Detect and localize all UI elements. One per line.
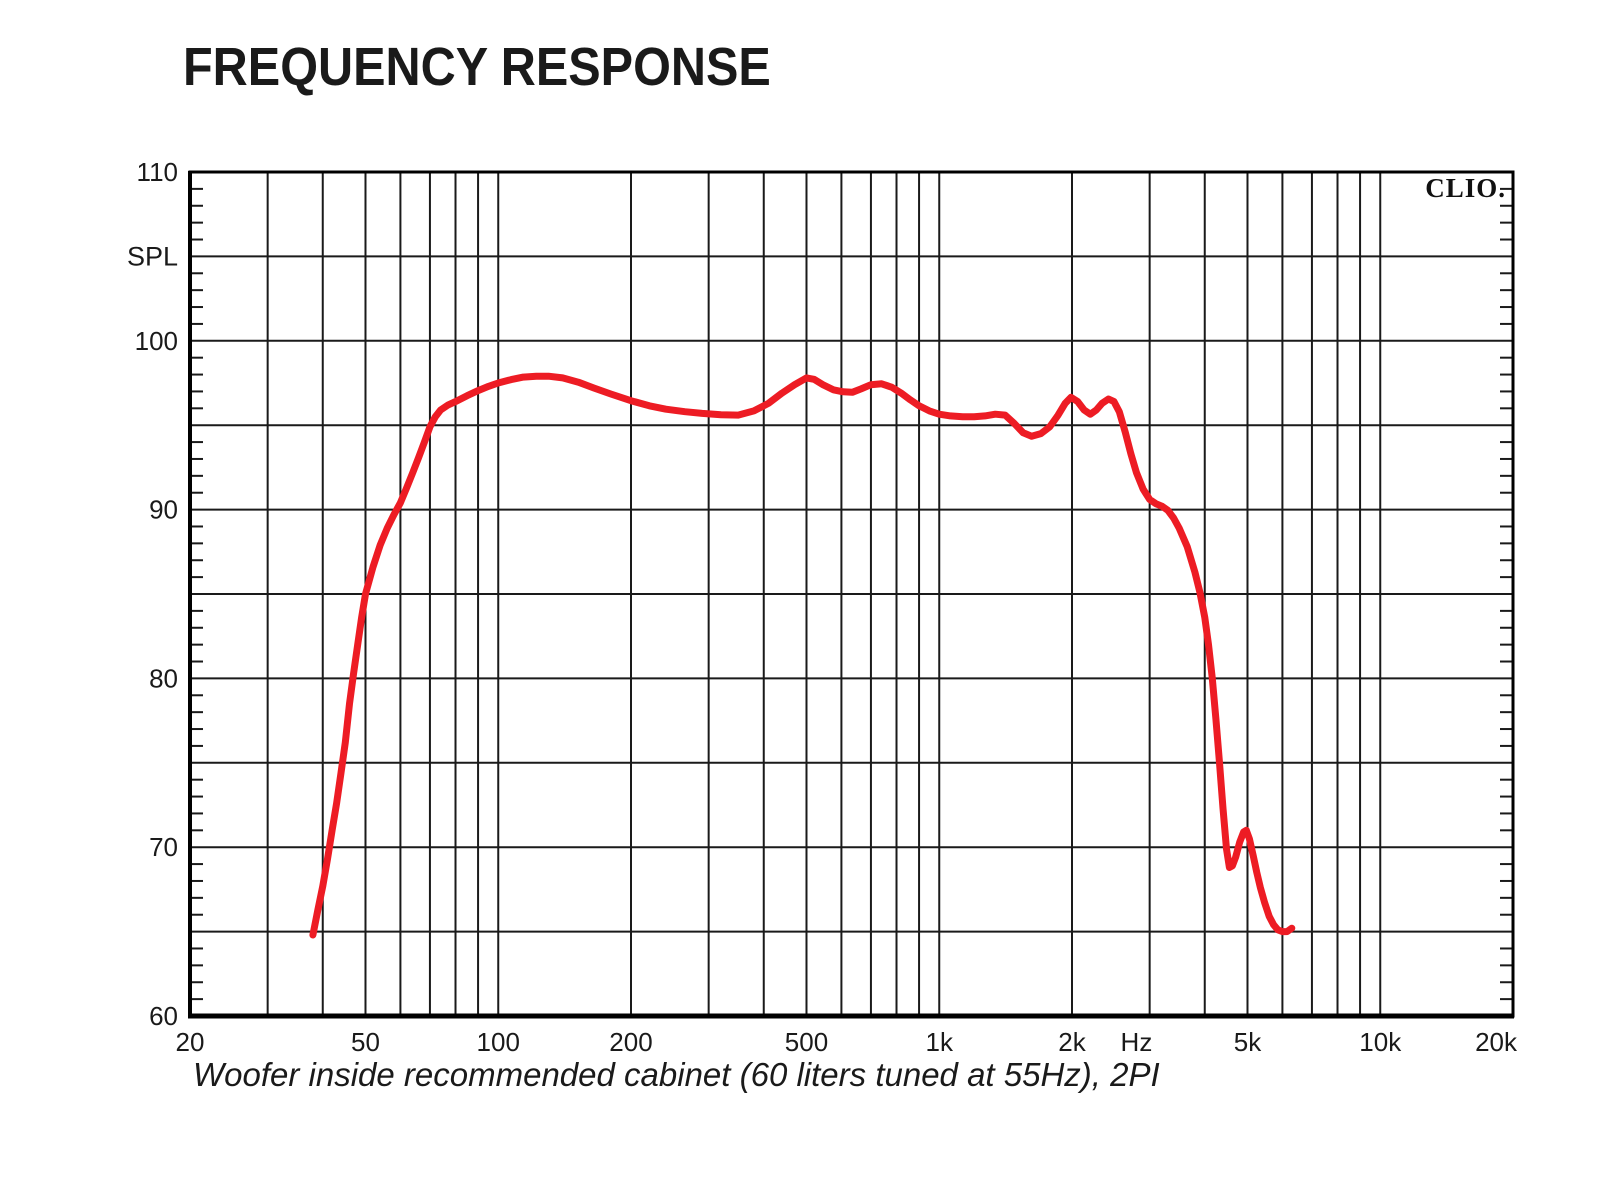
y-tick-label: 80 <box>149 663 178 693</box>
x-tick-label: 50 <box>351 1027 380 1057</box>
x-tick-label: 20 <box>176 1027 205 1057</box>
response-curve <box>309 372 1296 939</box>
x-tick-label: 5k <box>1234 1027 1262 1057</box>
x-tick-label: 2k <box>1058 1027 1086 1057</box>
chart-caption: Woofer inside recommended cabinet (60 li… <box>193 1056 1160 1093</box>
y-axis-label: SPL <box>127 241 178 271</box>
x-tick-label: 100 <box>477 1027 520 1057</box>
x-tick-label: 10k <box>1359 1027 1402 1057</box>
chart-title: FREQUENCY RESPONSE <box>183 37 771 97</box>
clio-logo: CLIO. <box>1425 173 1506 203</box>
y-tick-label: 110 <box>137 157 178 187</box>
x-tick-label: 500 <box>785 1027 828 1057</box>
y-tick-label: 60 <box>149 1001 178 1031</box>
y-tick-label: 70 <box>149 832 178 862</box>
y-tick-label: 90 <box>149 495 178 525</box>
x-tick-label: 1k <box>926 1027 954 1057</box>
x-axis-unit-label: Hz <box>1121 1027 1153 1057</box>
x-tick-label: 200 <box>609 1027 652 1057</box>
y-tick-label: 100 <box>135 326 178 356</box>
x-tick-label: 20k <box>1475 1027 1518 1057</box>
